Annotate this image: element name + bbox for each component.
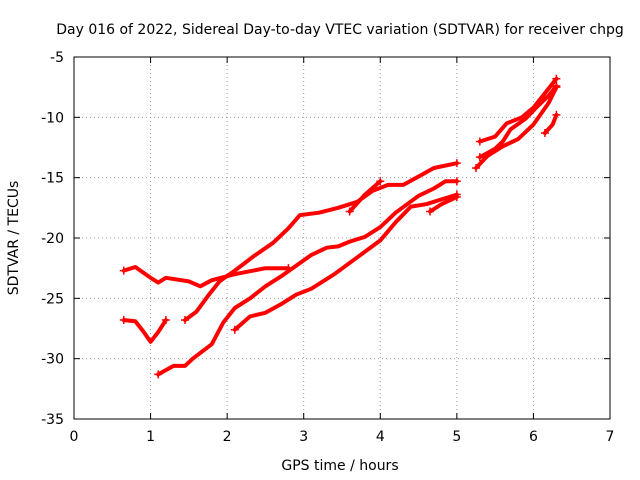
plus-marker — [475, 153, 484, 162]
plus-marker — [230, 325, 239, 334]
plus-marker — [540, 129, 549, 138]
series-line — [156, 179, 459, 377]
x-tick-label: 7 — [606, 429, 615, 445]
x-axis-label: GPS time / hours — [281, 458, 398, 474]
series-track-11 — [540, 110, 561, 138]
data-series — [119, 74, 561, 379]
plus-marker — [426, 207, 435, 216]
plus-marker — [181, 316, 190, 325]
series-line — [542, 112, 559, 135]
plot-frame — [73, 56, 611, 420]
series-track-4 — [181, 159, 461, 325]
x-tick-label: 3 — [299, 429, 308, 445]
plus-marker — [452, 177, 461, 186]
x-tick-label: 5 — [452, 429, 461, 445]
y-axis-label: SDTVAR / TECUs — [6, 181, 22, 296]
series-track-7 — [426, 192, 461, 216]
plus-marker — [452, 159, 461, 168]
x-tick-label: 2 — [223, 429, 232, 445]
series-track-3 — [154, 177, 461, 379]
plus-marker — [376, 177, 385, 186]
series-line — [121, 318, 168, 344]
y-tick-label: -30 — [41, 352, 64, 368]
y-tick-label: -10 — [41, 110, 64, 126]
series-track-1 — [119, 264, 293, 289]
x-tick-label: 6 — [529, 429, 538, 445]
plus-marker — [154, 370, 163, 379]
plus-marker — [472, 164, 480, 173]
series-line — [183, 161, 459, 323]
series-track-5 — [230, 190, 461, 334]
series-line — [121, 265, 291, 289]
plus-marker — [552, 74, 561, 83]
y-tick-label: -25 — [41, 291, 64, 307]
plus-marker — [452, 192, 461, 201]
plus-marker — [119, 266, 128, 275]
y-tick-label: -5 — [50, 50, 64, 66]
y-tick-label: -15 — [41, 171, 64, 187]
series-line — [347, 179, 383, 214]
plus-marker — [552, 110, 561, 119]
series-line — [474, 85, 559, 170]
plus-marker — [552, 81, 561, 90]
series-track-6 — [345, 177, 385, 216]
series-line — [477, 84, 559, 160]
plus-marker — [161, 316, 170, 325]
x-tick-label: 1 — [146, 429, 155, 445]
plus-marker — [345, 207, 354, 216]
series-track-9 — [475, 74, 561, 146]
y-tick-label: -35 — [41, 412, 64, 428]
x-tick-label: 4 — [376, 429, 385, 445]
y-tick-label: -20 — [41, 231, 64, 247]
series-line — [232, 192, 459, 332]
chart-title: Day 016 of 2022, Sidereal Day-to-day VTE… — [56, 22, 624, 38]
series-track-10 — [475, 81, 561, 162]
series-line — [477, 76, 559, 144]
series-track-2 — [119, 316, 170, 344]
plus-marker — [119, 316, 128, 325]
plus-marker — [475, 137, 484, 146]
series-line — [428, 195, 459, 214]
x-tick-label: 0 — [70, 429, 79, 445]
